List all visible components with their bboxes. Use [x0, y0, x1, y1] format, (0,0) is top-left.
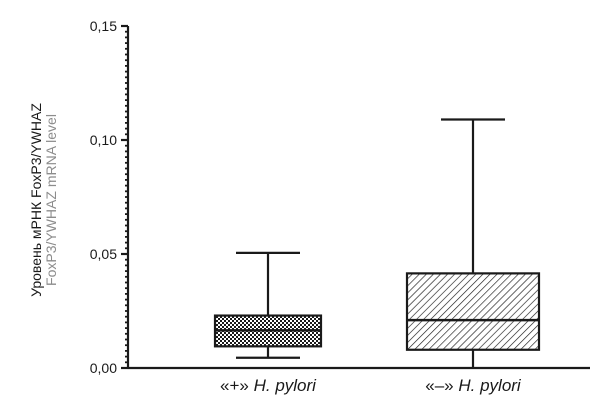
category-name: H. pylori — [254, 376, 318, 395]
boxes-group — [213, 118, 541, 368]
category-prefix: «+» — [220, 376, 254, 395]
y-tick-label: 0,15 — [90, 18, 117, 34]
iqr-box — [405, 272, 541, 351]
y-tick-label: 0,05 — [90, 246, 117, 262]
y-tick-label: 0,10 — [90, 132, 117, 148]
category-labels-group: «+» H. pylori «–» H. pylori — [220, 376, 522, 395]
category-label: «–» H. pylori — [425, 376, 522, 395]
y-axis-label-en: FoxP3/YWHAZ mRNA level — [43, 114, 59, 286]
y-tick-label: 0,00 — [90, 360, 117, 376]
y-axis-label-ru: Уровень мРНК FoxP3/YWHAZ — [28, 103, 44, 297]
box-1 — [213, 251, 323, 359]
category-name: H. pylori — [458, 376, 522, 395]
category-label: «+» H. pylori — [220, 376, 317, 395]
axis-group: 0,00 0,05 0,10 0,15 — [90, 18, 590, 376]
category-prefix: «–» — [425, 376, 458, 395]
box-2 — [405, 118, 541, 368]
